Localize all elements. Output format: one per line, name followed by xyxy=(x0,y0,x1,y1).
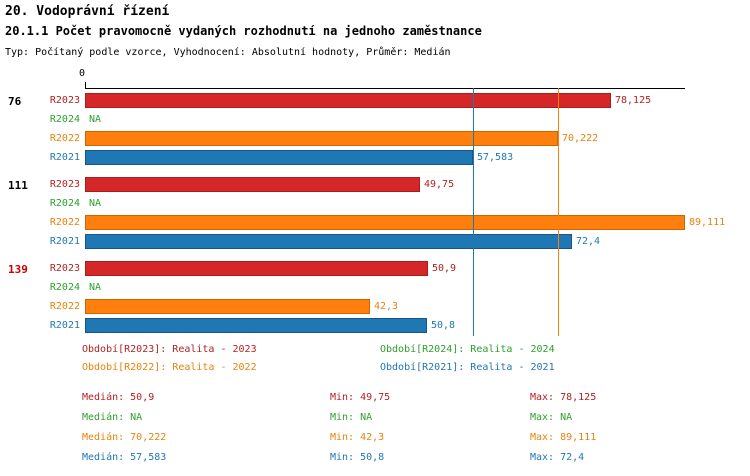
bar-row-R2023: R2023 78,125 xyxy=(0,91,750,110)
legend-item-r2024: Období[R2024]: Realita - 2024 xyxy=(380,344,555,355)
bar-value-label: 57,583 xyxy=(477,152,514,163)
bar-row-R2024: R2024 NA xyxy=(0,194,750,213)
bar-row-R2021: R2021 72,4 xyxy=(0,232,750,251)
bar-row-R2021: R2021 50,8 xyxy=(0,316,750,335)
bar-value-label: 78,125 xyxy=(615,95,652,106)
stat-max-r2024: Max: NA xyxy=(530,412,573,423)
group-label-111: 111 xyxy=(8,179,28,192)
bar-value-label: 49,75 xyxy=(424,179,455,190)
stat-min-r2024: Min: NA xyxy=(330,412,373,423)
x-axis-tick xyxy=(85,82,86,88)
bar-row-R2024: R2024 NA xyxy=(0,110,750,129)
bar-group-111: R2023 49,75 R2024 NA R2022 89,111 R2021 72,4 xyxy=(0,175,750,251)
bar-R2022 xyxy=(85,299,370,314)
bar-row-R2022: R2022 42,3 xyxy=(0,297,750,316)
series-tick-label: R2024 xyxy=(49,282,80,293)
series-tick-label: R2024 xyxy=(49,114,80,125)
stat-max-r2022: Max: 89,111 xyxy=(530,432,597,443)
series-tick-label: R2024 xyxy=(49,198,80,209)
page-title: 20. Vodoprávní řízení xyxy=(5,4,170,19)
stat-median-r2021: Medián: 57,583 xyxy=(82,452,167,463)
chart-plot-area: R2023 78,125 R2024 NA R2022 70,222 R2021 57,583… xyxy=(0,91,750,343)
median-line-R2021 xyxy=(473,88,474,336)
stat-min-r2023: Min: 49,75 xyxy=(330,392,391,403)
bar-row-R2022: R2022 70,222 xyxy=(0,129,750,148)
bar-value-label: 72,4 xyxy=(576,236,601,247)
bar-row-R2022: R2022 89,111 xyxy=(0,213,750,232)
bar-R2021 xyxy=(85,150,473,165)
x-axis-zero-label: 0 xyxy=(79,68,86,79)
series-tick-label: R2023 xyxy=(49,263,80,274)
stat-median-r2023: Medián: 50,9 xyxy=(82,392,155,403)
bar-group-76: R2023 78,125 R2024 NA R2022 70,222 R2021 57,583 xyxy=(0,91,750,167)
series-tick-label: R2021 xyxy=(49,152,80,163)
bar-value-label: 50,8 xyxy=(431,320,456,331)
stat-max-r2021: Max: 72,4 xyxy=(530,452,585,463)
chart-meta: Typ: Počítaný podle vzorce, Vyhodnocení:… xyxy=(5,47,451,58)
stat-median-r2024: Medián: NA xyxy=(82,412,143,423)
bar-R2021 xyxy=(85,318,427,333)
bar-row-R2024: R2024 NA xyxy=(0,278,750,297)
bar-R2023 xyxy=(85,177,420,192)
series-tick-label: R2023 xyxy=(49,95,80,106)
series-tick-label: R2023 xyxy=(49,179,80,190)
bar-R2021 xyxy=(85,234,572,249)
bar-group-139: R2023 50,9 R2024 NA R2022 42,3 R2021 50,8 xyxy=(0,259,750,335)
x-axis-line xyxy=(85,88,685,89)
bar-R2022 xyxy=(85,131,558,146)
series-tick-label: R2021 xyxy=(49,320,80,331)
bar-value-label: 42,3 xyxy=(374,301,399,312)
legend-item-r2022: Období[R2022]: Realita - 2022 xyxy=(82,362,257,373)
bar-value-label: 89,111 xyxy=(689,217,726,228)
bar-value-label: 50,9 xyxy=(432,263,457,274)
legend-item-r2023: Období[R2023]: Realita - 2023 xyxy=(82,344,257,355)
bar-R2023 xyxy=(85,261,428,276)
bar-row-R2023: R2023 49,75 xyxy=(0,175,750,194)
series-tick-label: R2022 xyxy=(49,301,80,312)
bar-row-R2021: R2021 57,583 xyxy=(0,148,750,167)
bar-R2023 xyxy=(85,93,611,108)
series-tick-label: R2021 xyxy=(49,236,80,247)
stat-min-r2022: Min: 42,3 xyxy=(330,432,385,443)
bar-value-label: NA xyxy=(89,198,102,209)
bar-row-R2023: R2023 50,9 xyxy=(0,259,750,278)
stat-median-r2022: Medián: 70,222 xyxy=(82,432,167,443)
series-tick-label: R2022 xyxy=(49,133,80,144)
group-label-139: 139 xyxy=(8,263,28,276)
median-line-R2022 xyxy=(558,88,559,336)
chart-subtitle: 20.1.1 Počet pravomocně vydaných rozhodn… xyxy=(5,24,482,38)
stat-min-r2021: Min: 50,8 xyxy=(330,452,385,463)
bar-value-label: 70,222 xyxy=(562,133,599,144)
bar-value-label: NA xyxy=(89,282,102,293)
legend-item-r2021: Období[R2021]: Realita - 2021 xyxy=(380,362,555,373)
stat-max-r2023: Max: 78,125 xyxy=(530,392,597,403)
bar-value-label: NA xyxy=(89,114,102,125)
series-tick-label: R2022 xyxy=(49,217,80,228)
group-label-76: 76 xyxy=(8,95,22,108)
bar-R2022 xyxy=(85,215,685,230)
